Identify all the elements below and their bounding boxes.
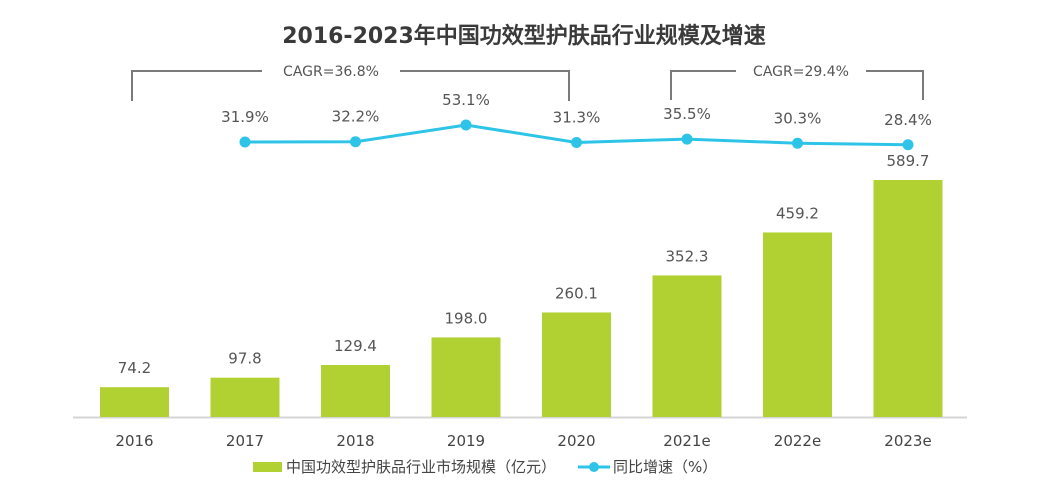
- growth-point: [792, 137, 803, 149]
- growth-label: 32.2%: [332, 108, 380, 126]
- x-tick-label: 2016: [115, 432, 153, 450]
- chart-title: 2016-2023年中国功效型护肤品行业规模及增速: [282, 23, 766, 49]
- cagr-label: CAGR=29.4%: [753, 64, 849, 80]
- growth-label: 31.9%: [221, 108, 269, 126]
- bar-label: 129.4: [334, 337, 377, 355]
- x-tick-label: 2022e: [774, 432, 821, 450]
- bar-label: 459.2: [776, 204, 819, 222]
- bar-label: 97.8: [228, 350, 261, 368]
- x-tick-label: 2019: [447, 432, 485, 450]
- line-series: 31.9% 32.2% 53.1% 31.3% 35.5% 30.3% 28.4%: [221, 91, 932, 151]
- bar-2022e: [763, 232, 832, 417]
- x-tick-label: 2017: [226, 432, 264, 450]
- growth-point: [460, 119, 472, 131]
- legend-line-marker: [589, 462, 599, 472]
- bar-2017: [210, 377, 280, 417]
- bar-label: 260.1: [555, 284, 598, 302]
- x-tick-label: 2023e: [884, 432, 931, 450]
- bar-series: [100, 180, 943, 417]
- bar-2016: [100, 387, 169, 417]
- cagr-label: CAGR=36.8%: [283, 64, 379, 80]
- growth-point: [902, 139, 914, 151]
- cagr-annotations: CAGR=36.8% CAGR=29.4%: [131, 64, 924, 101]
- bar-label: 198.0: [445, 309, 488, 327]
- legend-bar-swatch: [253, 462, 282, 472]
- bar-2019: [431, 337, 501, 417]
- x-tick-label: 2020: [557, 432, 595, 450]
- bar-2021e: [652, 275, 722, 417]
- bar-2018: [321, 364, 390, 417]
- legend-bar-label: 中国功效型护肤品行业市场规模（亿元）: [286, 458, 556, 476]
- x-tick-label: 2021e: [663, 432, 710, 450]
- x-tick-labels: 2016 2017 2018 2019 2020 2021e 2022e 2023e: [115, 432, 931, 450]
- bar-2020: [542, 312, 611, 417]
- bar-data-labels: 74.2 97.8 129.4 198.0 260.1 352.3 459.2 589.7: [118, 152, 930, 377]
- growth-point: [239, 136, 251, 148]
- bar-2023e: [873, 180, 943, 417]
- bar-label: 589.7: [887, 152, 930, 170]
- growth-label: 28.4%: [884, 111, 932, 129]
- bar-label: 74.2: [118, 359, 151, 377]
- growth-label: 31.3%: [553, 108, 601, 126]
- bar-label: 352.3: [666, 247, 709, 265]
- growth-point: [571, 136, 582, 148]
- cagr-bracket: [670, 70, 924, 100]
- legend-line-label: 同比增速（%）: [613, 458, 717, 476]
- growth-label: 53.1%: [442, 91, 490, 109]
- growth-point: [350, 136, 361, 148]
- growth-label: 30.3%: [774, 109, 822, 127]
- growth-label: 35.5%: [663, 105, 711, 123]
- cagr-bracket: [131, 70, 570, 101]
- growth-point: [681, 133, 693, 145]
- x-tick-label: 2018: [336, 432, 374, 450]
- legend: 中国功效型护肤品行业市场规模（亿元） 同比增速（%）: [253, 458, 717, 476]
